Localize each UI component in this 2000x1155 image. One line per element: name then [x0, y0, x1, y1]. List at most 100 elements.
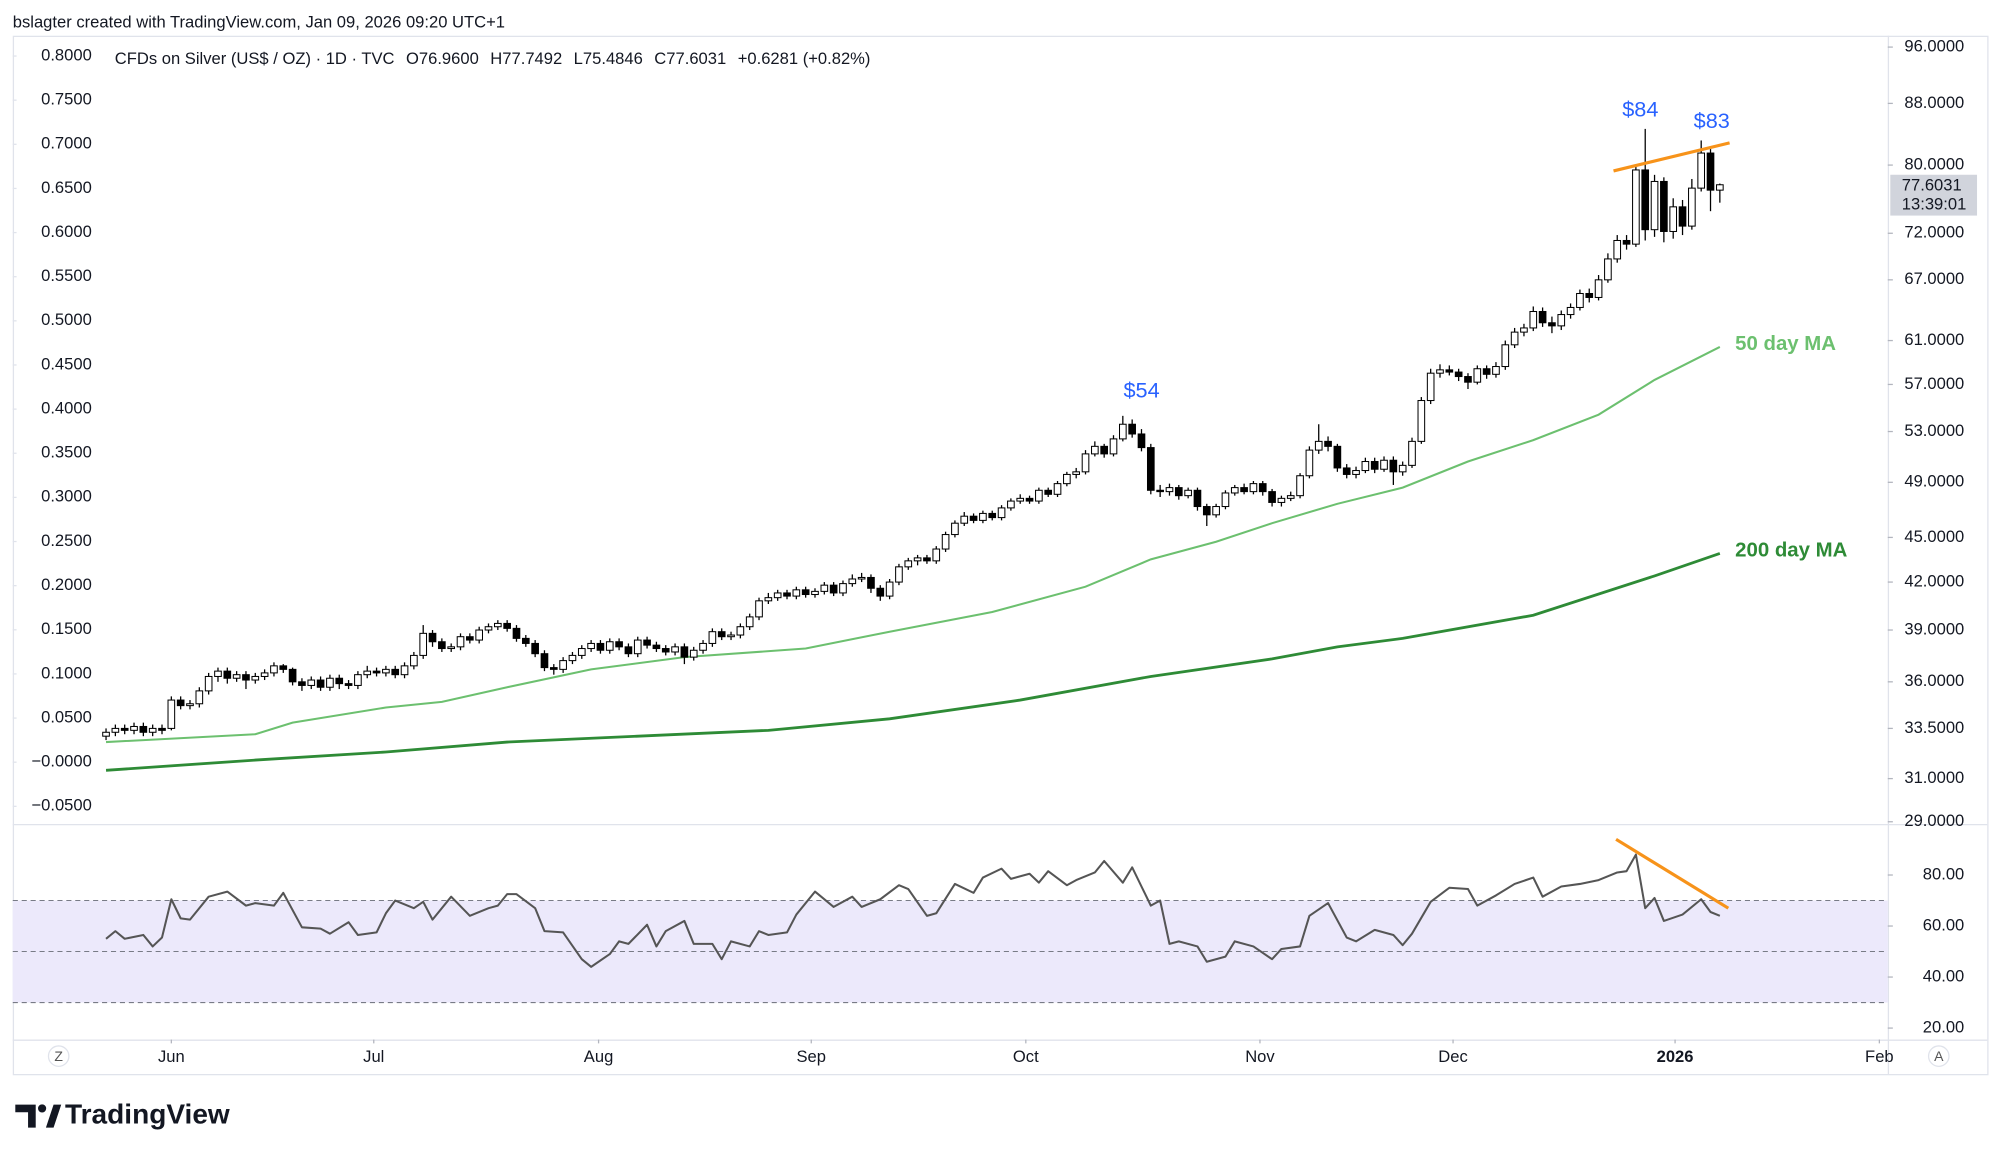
candle-body	[391, 668, 400, 676]
candle-body	[577, 648, 586, 656]
candle-body	[1324, 440, 1332, 447]
candle-body	[1632, 169, 1640, 245]
candle-body	[1510, 331, 1519, 346]
candle-body	[316, 679, 325, 688]
y2-tick-label: 0.2000	[41, 575, 92, 594]
symbol: CFDs on Silver (US$ / OZ) · 1D · TVC	[115, 49, 395, 68]
y2-tick-label: 0.4000	[41, 398, 92, 417]
y2-tick-label: 0.3500	[41, 443, 92, 462]
candle-body	[158, 727, 166, 731]
y-tick-label: 80.0000	[1904, 154, 1964, 173]
candle-body	[708, 631, 717, 644]
candle-body	[428, 632, 437, 643]
candle-body	[1576, 292, 1584, 308]
x-tick-label: Dec	[1438, 1047, 1467, 1066]
candle-body	[1361, 461, 1370, 472]
countdown: 13:39:01	[1902, 195, 1967, 214]
corner-label[interactable]: A	[1934, 1048, 1944, 1064]
candle-body	[1716, 184, 1724, 191]
trend-line	[1613, 141, 1730, 173]
candle-body	[288, 668, 297, 683]
candle-body	[1613, 239, 1622, 260]
candle-body	[1641, 169, 1650, 231]
ma-line	[105, 346, 1721, 744]
candle-body	[559, 660, 567, 670]
y-tick-label: 67.0000	[1904, 269, 1964, 288]
candle-body	[1482, 368, 1491, 375]
candle-body	[1025, 497, 1034, 502]
candle-body	[1706, 152, 1715, 191]
ohlc-change: +0.6281 (+0.82%)	[738, 49, 871, 68]
y2-tick-label: 0.1500	[41, 619, 92, 638]
legend-label: 50 day MA	[1735, 333, 1836, 355]
candle-body	[298, 681, 306, 686]
candle-body	[671, 646, 679, 653]
candle-body	[344, 683, 353, 686]
candle-body	[1445, 369, 1454, 373]
candle-body	[1268, 491, 1276, 503]
candle-body	[596, 642, 605, 651]
candle-body	[773, 592, 782, 599]
x-tick-label: 2026	[1657, 1047, 1694, 1066]
candle-body	[521, 637, 530, 644]
candle-body	[1016, 497, 1025, 502]
candle-body	[1137, 433, 1146, 449]
y-tick-label: 29.0000	[1904, 811, 1964, 830]
y2-tick-label: 0.4500	[41, 354, 92, 373]
candle-body	[1492, 366, 1500, 375]
brand: TradingView	[65, 1098, 230, 1129]
x-tick-label: Jun	[158, 1047, 185, 1066]
candle-body	[885, 581, 894, 597]
y-tick-label: 36.0000	[1904, 671, 1964, 690]
candle-body	[913, 557, 922, 562]
candle-body	[1053, 483, 1062, 495]
candle-body	[960, 515, 969, 524]
rsi-tick-label: 60.00	[1923, 915, 1965, 934]
corner-button[interactable]	[1927, 1045, 1950, 1067]
rsi-line	[105, 853, 1721, 968]
candle-body	[204, 675, 213, 692]
y-tick-label: 42.0000	[1904, 571, 1964, 590]
candle-body	[139, 725, 148, 733]
candle-body	[783, 592, 791, 597]
candle-body	[792, 589, 801, 597]
x-tick-label: Sep	[797, 1047, 827, 1066]
candle-body	[1678, 206, 1687, 227]
x-tick-label: Nov	[1245, 1047, 1275, 1066]
candle-body	[1249, 483, 1258, 493]
candle-body	[456, 636, 465, 648]
rsi-pane: 80.00 60.00 40.00 20.00	[12, 853, 1965, 1036]
y2-tick-label: 0.2500	[41, 531, 92, 550]
candle-body	[1230, 487, 1239, 494]
candle-body	[969, 515, 978, 521]
rsi-trend-line	[1615, 837, 1730, 910]
candle-body	[475, 629, 483, 641]
corner-button[interactable]	[47, 1045, 70, 1067]
candle-body	[568, 654, 577, 662]
candle-body	[102, 731, 110, 737]
candle-body	[951, 522, 959, 536]
corner-label[interactable]: Z	[54, 1048, 63, 1064]
y2-tick-label: 0.0500	[41, 707, 92, 726]
candle-body	[923, 557, 931, 562]
y-tick-label: 33.5000	[1904, 718, 1964, 737]
candle-body	[652, 644, 661, 650]
candle-body	[1660, 180, 1668, 232]
candle-body	[1193, 489, 1202, 508]
y2-tick-label: 0.1000	[41, 663, 92, 682]
candle-body	[1296, 475, 1304, 497]
price-pane: 50 day MA 200 day MA	[102, 128, 1848, 772]
candle-body	[503, 622, 511, 629]
ohlc-high: H77.7492	[490, 49, 562, 68]
y2-tick-label: 0.7500	[41, 90, 92, 109]
candle-body	[1557, 314, 1566, 327]
y-tick-label: 39.0000	[1904, 619, 1964, 638]
candle-body	[727, 634, 735, 638]
annotation: $83	[1694, 108, 1730, 133]
candle-body	[549, 667, 558, 670]
candle-body	[1091, 445, 1099, 455]
rsi-tick-label: 80.00	[1923, 864, 1965, 883]
rsi-tick-label: 40.00	[1923, 966, 1965, 985]
